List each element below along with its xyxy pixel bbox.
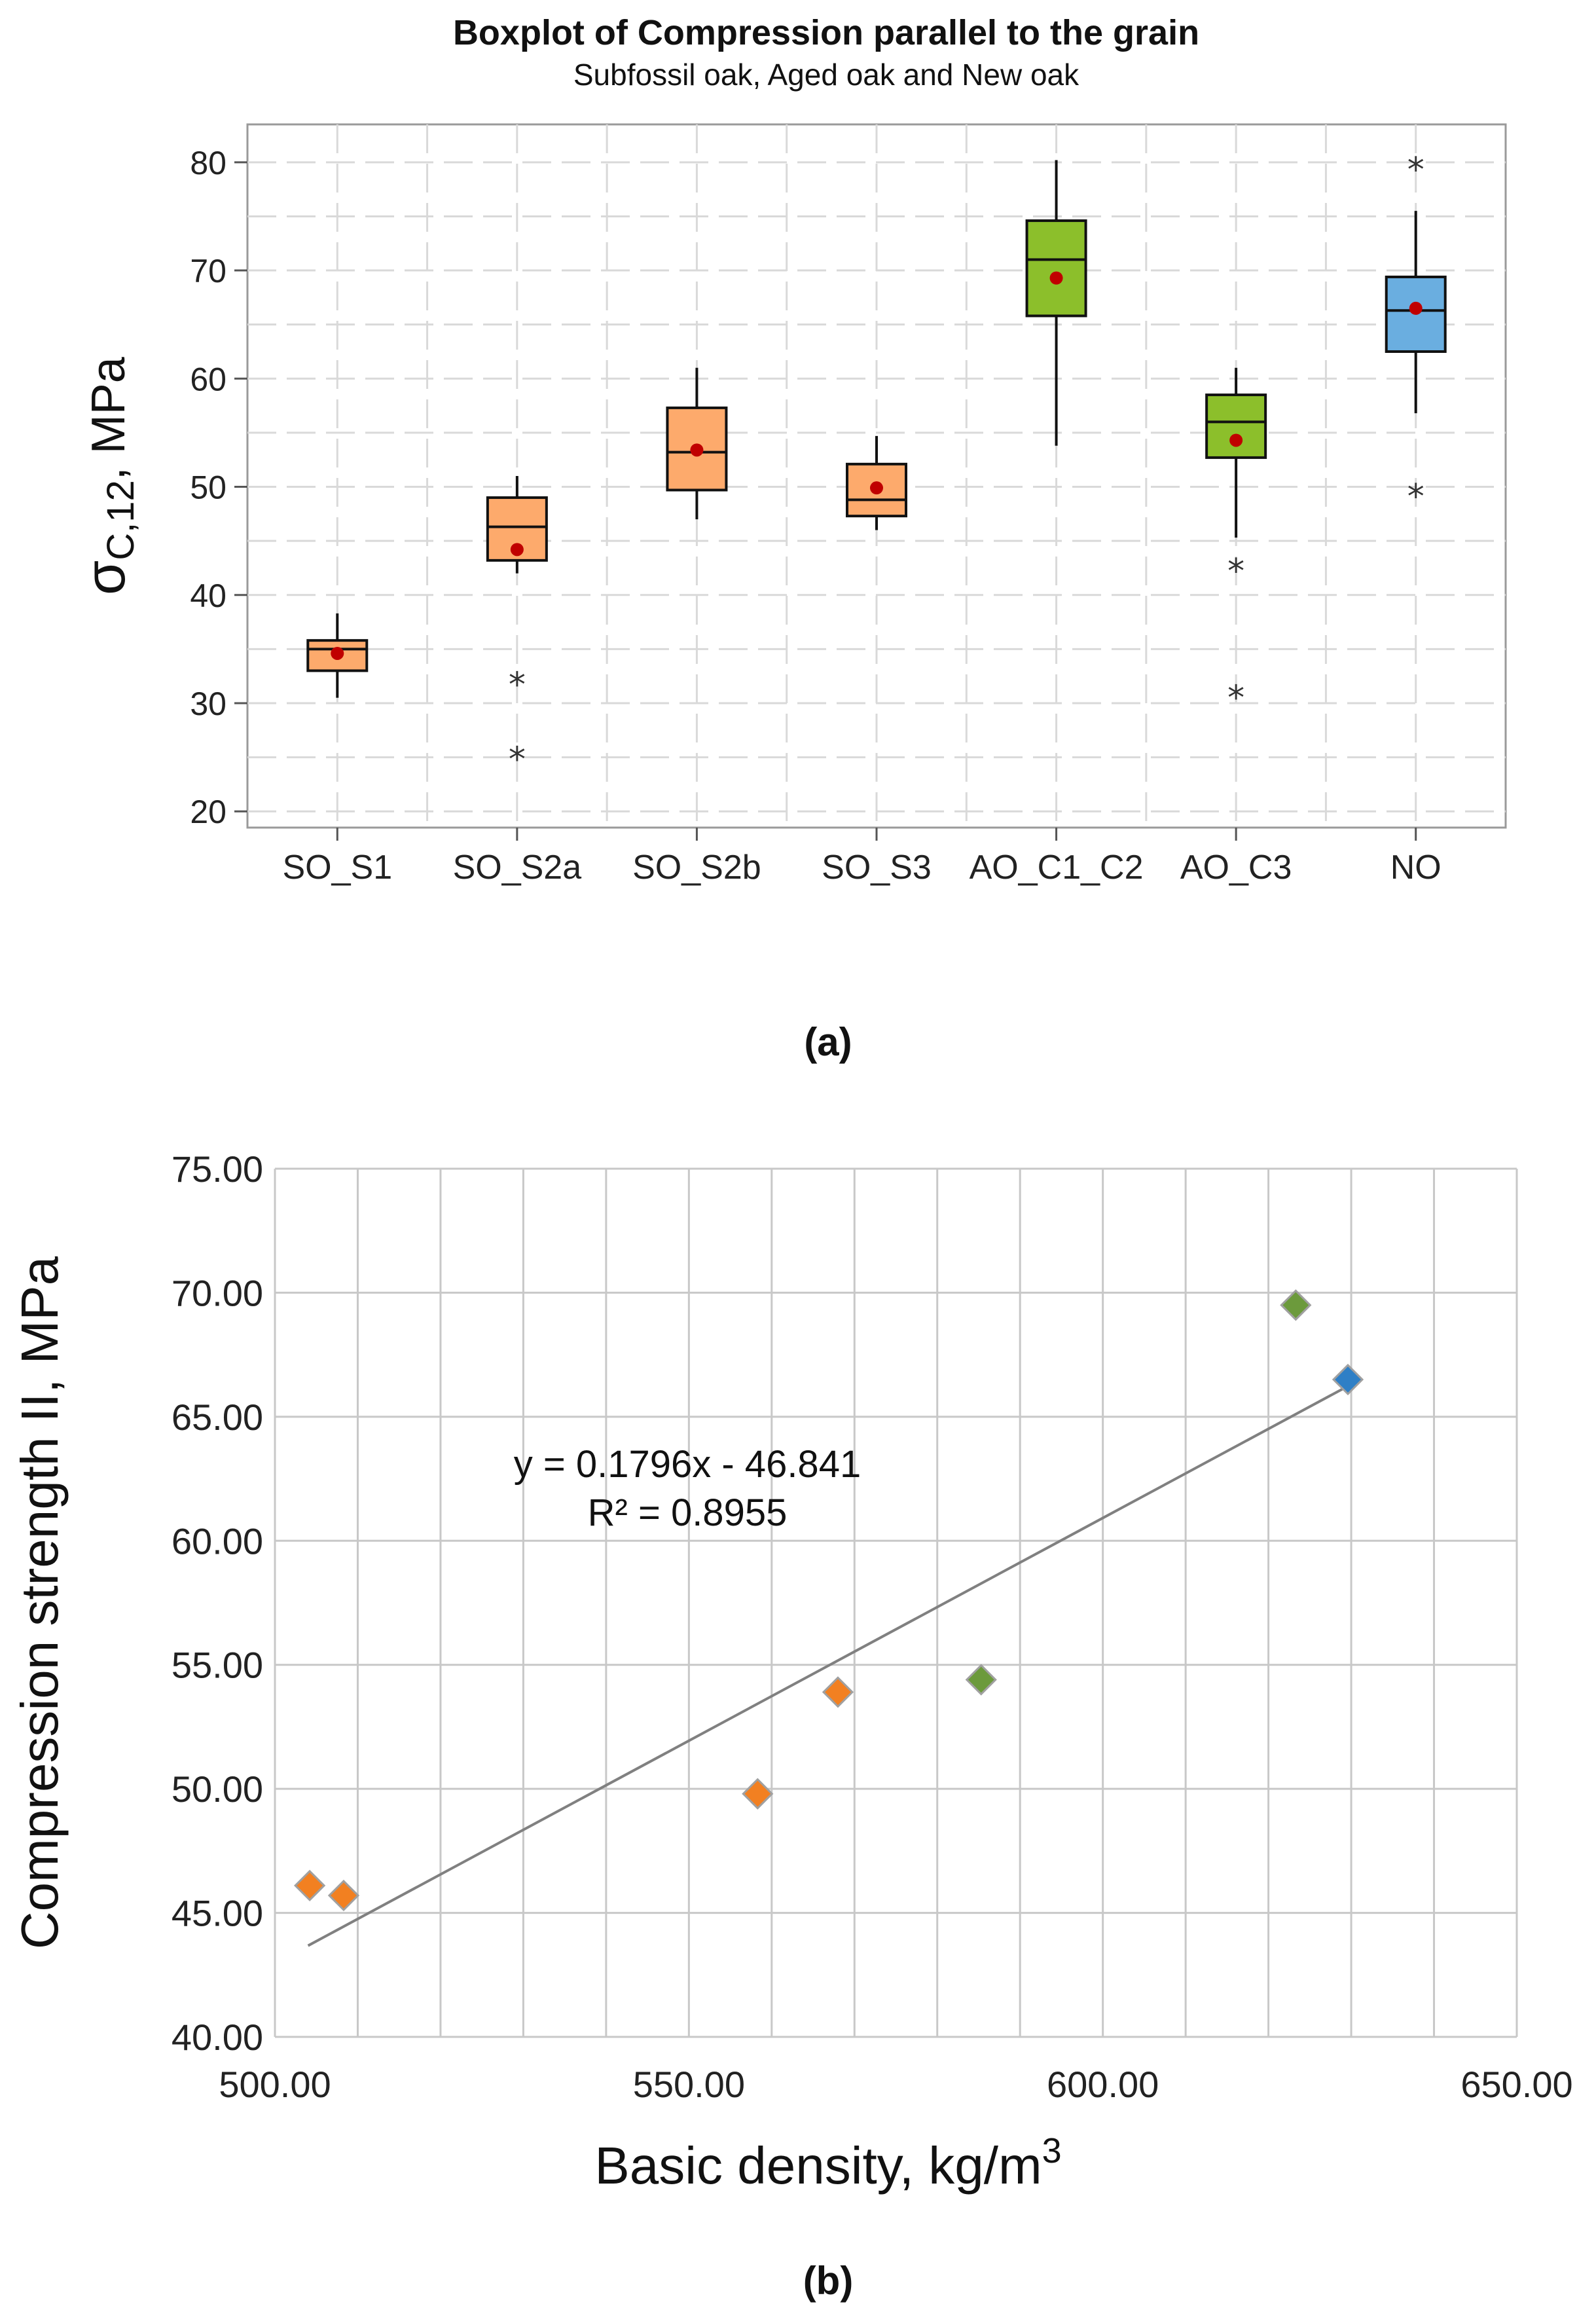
y-tick-label: 20 [190, 794, 227, 830]
mean-marker [331, 646, 344, 660]
outlier-marker: * [1227, 552, 1244, 591]
data-point-aged-oak [1280, 1289, 1312, 1321]
data-point-subfossil-oak [327, 1879, 360, 1912]
y-tick-label: 55.00 [172, 1645, 263, 1686]
x-tick-label: AO_C3 [1180, 849, 1292, 887]
data-point-new-oak [1332, 1363, 1364, 1396]
outlier-marker: * [509, 666, 526, 705]
mean-marker [1409, 301, 1423, 315]
box-no: ** [1385, 151, 1447, 517]
y-tick-label: 65.00 [172, 1397, 263, 1438]
y-tick-label: 45.00 [172, 1893, 263, 1934]
mean-marker [1049, 271, 1063, 285]
y-tick-label: 60.00 [172, 1520, 263, 1562]
box-so-s3 [846, 435, 907, 530]
y-tick-label: 40.00 [172, 2017, 263, 2058]
x-label-text: Basic density, kg/m [594, 2136, 1042, 2195]
scatter-gridlines [274, 1167, 1518, 2038]
scatter-points [293, 1289, 1364, 1912]
y-tick-label: 75.00 [172, 1148, 263, 1190]
boxplot-boxes: ****** [306, 151, 1447, 780]
scatter-y-ticks: 40.00 45.00 50.00 55.00 60.00 65.00 70.00 75.00 [172, 1148, 263, 2058]
data-point-aged-oak [965, 1664, 997, 1696]
outlier-marker: * [1227, 678, 1244, 718]
boxplot-x-ticks: SO_S1 SO_S2a SO_S2b SO_S3 AO_C1_C2 AO_C3 NO [282, 828, 1442, 887]
x-label-superscript: 3 [1042, 2131, 1062, 2170]
box-body [306, 639, 369, 672]
y-tick-label: 80 [190, 145, 227, 181]
scatter-y-axis-label: Compression strength II, MPa [10, 1256, 69, 1949]
x-tick-label: 500.00 [219, 2064, 331, 2105]
box-body [1025, 219, 1087, 318]
mean-marker [690, 443, 704, 457]
box-ao-c1-c2 [1025, 160, 1087, 446]
scatter-x-axis-label: Basic density, kg/m3 [594, 2131, 1061, 2195]
trendline-r-squared: R² = 0.8955 [588, 1491, 788, 1534]
x-tick-label: AO_C1_C2 [970, 849, 1144, 887]
boxplot-gridlines [247, 124, 1506, 828]
scatter-x-ticks: 500.00 550.00 600.00 650.00 [219, 2064, 1572, 2105]
panel-label-b: (b) [803, 2259, 854, 2303]
box-so-s1 [306, 613, 369, 698]
y-tick-label: 50 [190, 469, 227, 506]
panel-label-a: (a) [804, 1020, 852, 1064]
data-point-subfossil-oak [293, 1869, 326, 1902]
trendline [307, 1383, 1352, 1947]
data-point-subfossil-oak [742, 1778, 774, 1810]
y-label-unit: , MPa [82, 356, 135, 480]
box-so-s2a: ** [486, 476, 548, 780]
x-tick-label: SO_S3 [822, 849, 932, 887]
y-tick-label: 70.00 [172, 1272, 263, 1313]
box-so-s2b [666, 367, 728, 520]
data-point-subfossil-oak [822, 1676, 854, 1708]
box-ao-c3: ** [1205, 367, 1267, 718]
mean-marker [870, 481, 883, 495]
x-tick-label: SO_S2b [632, 849, 761, 887]
outlier-marker: * [1407, 477, 1424, 517]
boxplot-title: Boxplot of Compression parallel to the g… [453, 13, 1199, 52]
y-tick-label: 70 [190, 253, 227, 289]
x-tick-label: 600.00 [1047, 2064, 1159, 2105]
mean-marker [510, 543, 524, 557]
boxplot-y-ticks: 20 30 40 50 60 70 80 [190, 145, 247, 830]
x-tick-label: SO_S2a [453, 849, 582, 887]
mean-marker [1229, 433, 1243, 447]
scatter-plot-area [275, 1169, 1517, 2037]
box-body [1205, 393, 1267, 459]
boxplot-subtitle: Subfossil oak, Aged oak and New oak [573, 58, 1079, 92]
y-tick-label: 40 [190, 577, 227, 614]
outlier-marker: * [509, 741, 526, 780]
outlier-marker: * [1407, 151, 1424, 190]
x-tick-label: NO [1390, 849, 1442, 887]
trendline-equation: y = 0.1796x - 46.841 [514, 1443, 861, 1486]
y-tick-label: 30 [190, 686, 227, 722]
box-body [1385, 275, 1447, 353]
x-tick-label: 550.00 [633, 2064, 745, 2105]
boxplot-y-axis-label: σC,12, MPa [74, 356, 142, 595]
boxplot-panel: Boxplot of Compression parallel to the g… [74, 13, 1507, 1064]
x-tick-label: SO_S1 [282, 849, 392, 887]
y-tick-label: 60 [190, 361, 227, 397]
y-label-sigma: σ [74, 560, 137, 595]
y-tick-label: 50.00 [172, 1768, 263, 1810]
x-tick-label: 650.00 [1460, 2064, 1572, 2105]
scatter-panel: 40.00 45.00 50.00 55.00 60.00 65.00 70.00 75.00… [10, 1148, 1573, 2303]
y-label-subscript: C,12 [100, 480, 142, 560]
